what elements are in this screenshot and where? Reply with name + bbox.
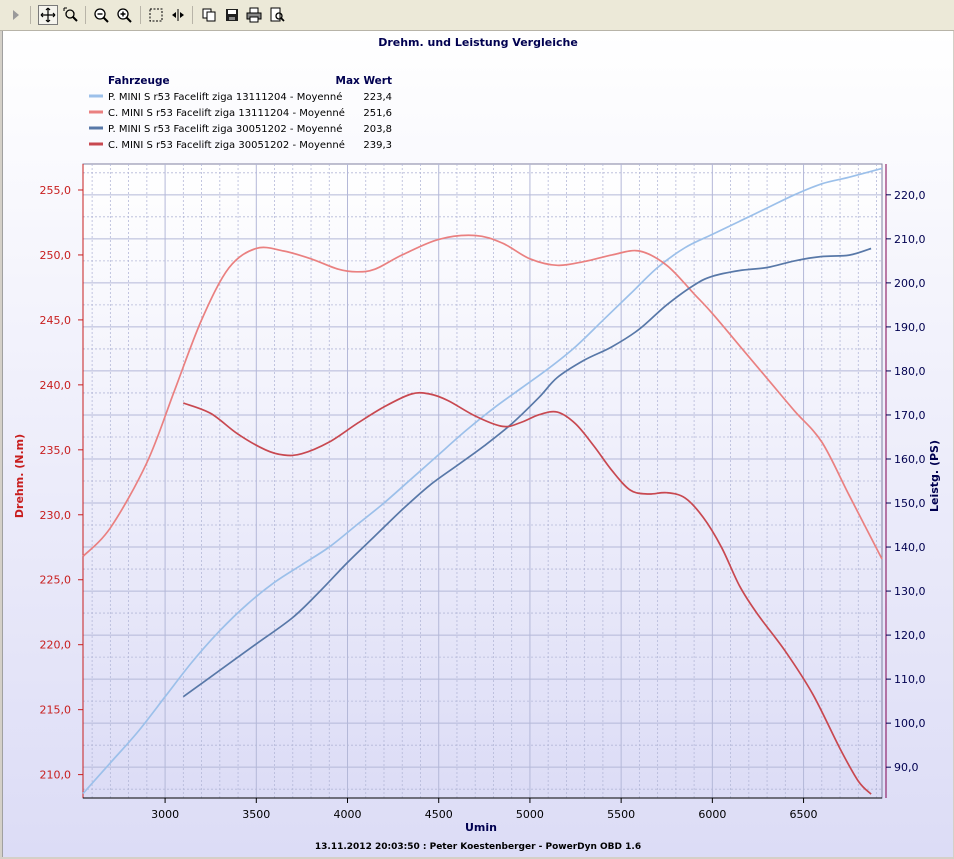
select-rect-icon	[149, 8, 163, 22]
legend-series-name: C. MINI S r53 Facelift ziga 13111204 - M…	[108, 107, 345, 119]
toolbar-separator	[140, 6, 141, 24]
copy-icon	[202, 8, 216, 22]
x-tick-label: 5000	[516, 808, 544, 821]
y-right-tick-label: 130,0	[894, 585, 926, 598]
y-right-tick-label: 220,0	[894, 189, 926, 202]
plot-area[interactable]	[82, 163, 883, 799]
y-left-tick-label: 255,0	[40, 184, 72, 197]
print-preview-icon	[270, 7, 285, 22]
x-tick-label: 3500	[242, 808, 270, 821]
print-button[interactable]	[245, 6, 263, 24]
y-left-tick-label: 225,0	[40, 574, 72, 587]
fit-width-button[interactable]	[169, 6, 187, 24]
play-arrow-button[interactable]	[7, 6, 25, 24]
legend-series-name: P. MINI S r53 Facelift ziga 30051202 - M…	[108, 123, 342, 135]
toolbar	[0, 0, 954, 31]
toolbar-separator	[192, 6, 193, 24]
zoom-out-button[interactable]	[92, 6, 110, 24]
y-right-tick-label: 210,0	[894, 233, 926, 246]
legend-value-header: Max Wert	[336, 75, 393, 87]
x-axis-label: Umin	[465, 821, 497, 834]
legend-max-value: 251,6	[363, 108, 392, 119]
zoom-box-button[interactable]	[62, 6, 80, 24]
y-right-tick-label: 150,0	[894, 497, 926, 510]
print-preview-button[interactable]	[268, 6, 286, 24]
x-tick-label: 4500	[425, 808, 453, 821]
x-tick-label: 5500	[607, 808, 635, 821]
y-left-tick-label: 235,0	[40, 444, 72, 457]
x-tick-label: 4000	[334, 808, 362, 821]
x-tick-label: 6000	[698, 808, 726, 821]
series-line-2[interactable]	[82, 234, 883, 560]
y-left-tick-label: 240,0	[40, 379, 72, 392]
series-line-1[interactable]	[82, 167, 883, 795]
y-left-tick-label: 250,0	[40, 249, 72, 262]
series-layer	[82, 167, 883, 795]
y-left-tick-label: 230,0	[40, 509, 72, 522]
zoom-out-icon	[94, 8, 109, 23]
legend: Fahrzeuge Max Wert P. MINI S r53 Facelif…	[89, 75, 392, 151]
copy-button[interactable]	[200, 6, 218, 24]
pan-move-button[interactable]	[38, 5, 58, 25]
series-line-3[interactable]	[182, 247, 872, 698]
y-left-tick-label: 210,0	[40, 769, 72, 782]
zoom-in-button[interactable]	[115, 6, 133, 24]
y-left-tick-label: 215,0	[40, 704, 72, 717]
y-axis-right-label: Leistg. (PS)	[928, 440, 941, 512]
y-axis-left-label: Drehm. (N.m)	[13, 434, 26, 518]
axes: 3000 3500 4000 4500 5000 5500 6000 6500 210,0 215…	[40, 164, 926, 821]
play-arrow-icon	[13, 10, 19, 20]
select-rect-button[interactable]	[147, 6, 165, 24]
y-right-tick-label: 90,0	[894, 761, 919, 774]
legend-max-value: 223,4	[363, 92, 392, 103]
y-left-tick-label: 245,0	[40, 314, 72, 327]
series-line-4[interactable]	[182, 391, 872, 795]
x-tick-label: 3000	[151, 808, 179, 821]
legend-max-value: 239,3	[363, 140, 392, 151]
save-icon	[226, 9, 238, 21]
footer-credit: 13.11.2012 20:03:50 : Peter Koestenberge…	[315, 842, 641, 852]
y-right-tick-label: 200,0	[894, 277, 926, 290]
legend-header: Fahrzeuge	[108, 75, 170, 87]
grid	[83, 164, 882, 798]
chart-frame: Drehm. und Leistung Vergleiche Fahrzeuge…	[2, 31, 953, 857]
y-right-tick-label: 140,0	[894, 541, 926, 554]
toolbar-separator	[30, 6, 31, 24]
save-button[interactable]	[223, 6, 241, 24]
x-tick-label: 6500	[790, 808, 818, 821]
chart: Drehm. und Leistung Vergleiche Fahrzeuge…	[3, 31, 953, 857]
y-left-tick-label: 220,0	[40, 639, 72, 652]
y-right-tick-label: 170,0	[894, 409, 926, 422]
legend-max-value: 203,8	[363, 124, 392, 135]
y-right-tick-label: 190,0	[894, 321, 926, 334]
y-right-tick-label: 100,0	[894, 717, 926, 730]
y-right-tick-label: 160,0	[894, 453, 926, 466]
legend-series-name: C. MINI S r53 Facelift ziga 30051202 - M…	[108, 139, 345, 151]
fit-width-icon	[172, 9, 184, 21]
y-right-tick-label: 120,0	[894, 629, 926, 642]
zoom-in-icon	[117, 8, 132, 23]
legend-series-name: P. MINI S r53 Facelift ziga 13111204 - M…	[108, 91, 342, 103]
print-icon	[246, 7, 262, 23]
toolbar-separator	[85, 6, 86, 24]
pan-move-icon	[40, 7, 56, 23]
chart-title: Drehm. und Leistung Vergleiche	[378, 36, 578, 49]
y-right-tick-label: 110,0	[894, 673, 926, 686]
y-right-tick-label: 180,0	[894, 365, 926, 378]
zoom-box-icon	[63, 7, 78, 22]
